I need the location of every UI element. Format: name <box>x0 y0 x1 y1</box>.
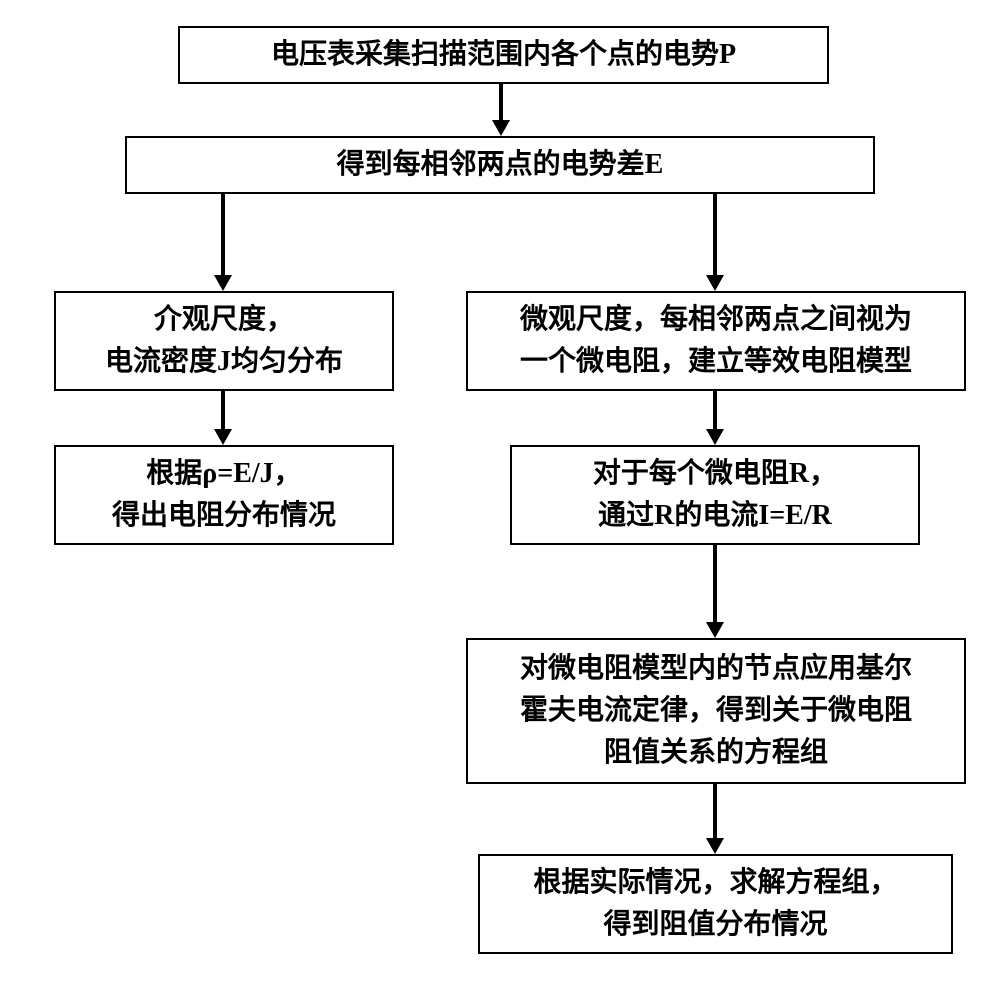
arrow-line <box>713 391 717 429</box>
node-label: 根据实际情况，求解方程组，得到阻值分布情况 <box>533 862 897 946</box>
arrow-head-icon <box>214 429 232 445</box>
arrow-head-icon <box>706 275 724 291</box>
flowchart-container: 电压表采集扫描范围内各个点的电势P 得到每相邻两点的电势差E 介观尺度，电流密度J均… <box>0 0 1000 998</box>
node-label: 介观尺度，电流密度J均匀分布 <box>105 299 343 383</box>
flowchart-node-n3: 介观尺度，电流密度J均匀分布 <box>54 291 394 391</box>
arrow-line <box>499 84 503 120</box>
arrow-head-icon <box>706 622 724 638</box>
node-label: 根据ρ=E/J，得出电阻分布情况 <box>112 453 336 537</box>
node-label: 对微电阻模型内的节点应用基尔霍夫电流定律，得到关于微电阻阻值关系的方程组 <box>520 648 912 774</box>
arrow-line <box>713 194 717 275</box>
arrow-line <box>221 194 225 275</box>
arrow-line <box>713 784 717 838</box>
arrow-line <box>221 391 225 429</box>
arrow-head-icon <box>492 120 510 136</box>
node-label: 电压表采集扫描范围内各个点的电势P <box>271 34 736 76</box>
node-label: 微观尺度，每相邻两点之间视为一个微电阻，建立等效电阻模型 <box>520 299 912 383</box>
flowchart-node-n6: 对于每个微电阻R，通过R的电流I=E/R <box>510 445 920 545</box>
arrow-head-icon <box>706 838 724 854</box>
flowchart-node-n1: 电压表采集扫描范围内各个点的电势P <box>178 26 829 84</box>
flowchart-node-n4: 微观尺度，每相邻两点之间视为一个微电阻，建立等效电阻模型 <box>466 291 966 391</box>
arrow-head-icon <box>706 429 724 445</box>
node-label: 对于每个微电阻R，通过R的电流I=E/R <box>593 453 837 537</box>
flowchart-node-n8: 根据实际情况，求解方程组，得到阻值分布情况 <box>478 854 953 954</box>
node-label: 得到每相邻两点的电势差E <box>337 144 664 186</box>
flowchart-node-n2: 得到每相邻两点的电势差E <box>125 136 875 194</box>
flowchart-node-n5: 根据ρ=E/J，得出电阻分布情况 <box>54 445 394 545</box>
arrow-line <box>713 545 717 622</box>
flowchart-node-n7: 对微电阻模型内的节点应用基尔霍夫电流定律，得到关于微电阻阻值关系的方程组 <box>466 638 966 784</box>
arrow-head-icon <box>214 275 232 291</box>
